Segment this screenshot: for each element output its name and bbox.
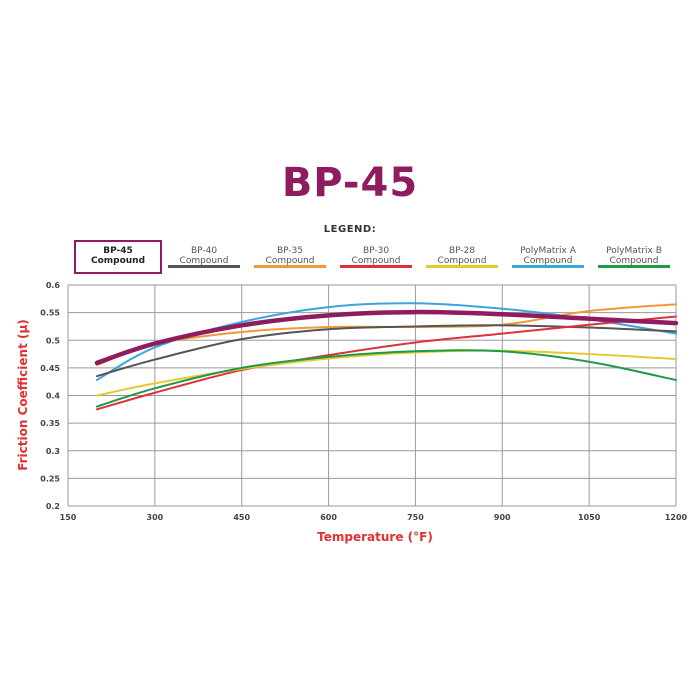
legend-swatch [168, 265, 240, 268]
series-line-bp-30-compound [95, 315, 677, 411]
legend-item-bp-30-compound: BP-30 Compound [332, 240, 420, 274]
chart-grid [67, 284, 677, 507]
x-tick-label: 600 [320, 513, 337, 522]
legend-item-bp-28-compound: BP-28 Compound [418, 240, 506, 274]
legend-label: BP-40 Compound [179, 246, 229, 266]
legend-item-bp-40-compound: BP-40 Compound [160, 240, 248, 274]
chart-title: BP-45 [281, 160, 419, 206]
legend-swatch [340, 265, 412, 268]
legend-label: BP-35 Compound [265, 246, 315, 266]
legend-label: PolyMatrix A Compound [520, 246, 576, 266]
legend-item-polymatrix-a-compound: PolyMatrix A Compound [504, 240, 592, 274]
legend-label: BP-45 Compound [90, 246, 146, 266]
y-tick-label: 0.2 [46, 502, 60, 511]
series-line-polymatrix-b-compound [95, 349, 677, 408]
series-line-bp-40-compound [95, 324, 677, 378]
x-tick-label: 1200 [665, 513, 688, 522]
legend-swatch [254, 265, 326, 268]
series-lines [94, 302, 679, 411]
series-line-bp-45-compound [94, 309, 679, 366]
y-tick-label: 0.55 [40, 309, 60, 318]
y-tick-label: 0.6 [46, 281, 61, 290]
legend-label: BP-28 Compound [437, 246, 487, 266]
tick-labels: 150 300 450 600 750 900 1050 1200 0.2 0.25 0.3 0.35… [40, 281, 687, 522]
x-tick-label: 900 [494, 513, 511, 522]
x-tick-label: 150 [60, 513, 77, 522]
y-axis-label: Friction Coefficient (μ) [16, 319, 30, 471]
legend-label: BP-30 Compound [351, 246, 401, 266]
x-tick-label: 300 [147, 513, 164, 522]
legend-swatch [426, 265, 498, 268]
legend-item-polymatrix-b-compound: PolyMatrix B Compound [590, 240, 678, 274]
legend-swatch [598, 265, 670, 268]
legend-heading: LEGEND: [323, 224, 377, 235]
legend: BP-45 Compound BP-40 Compound BP-35 Compou… [74, 240, 674, 274]
y-tick-label: 0.3 [46, 447, 60, 456]
series-line-bp-28-compound [95, 349, 677, 397]
legend-label: PolyMatrix B Compound [606, 246, 662, 266]
x-tick-label: 450 [233, 513, 250, 522]
legend-swatch [512, 265, 584, 268]
y-tick-label: 0.5 [46, 336, 61, 345]
x-axis-label: Temperature (°F) [317, 530, 433, 544]
legend-item-bp-35-compound: BP-35 Compound [246, 240, 334, 274]
x-tick-label: 1050 [578, 513, 601, 522]
legend-item-bp-45-compound: BP-45 Compound [74, 240, 162, 274]
y-tick-label: 0.4 [46, 392, 61, 401]
y-tick-label: 0.35 [40, 419, 60, 428]
y-tick-label: 0.25 [40, 474, 60, 483]
x-tick-label: 750 [407, 513, 424, 522]
y-tick-label: 0.45 [40, 364, 60, 373]
